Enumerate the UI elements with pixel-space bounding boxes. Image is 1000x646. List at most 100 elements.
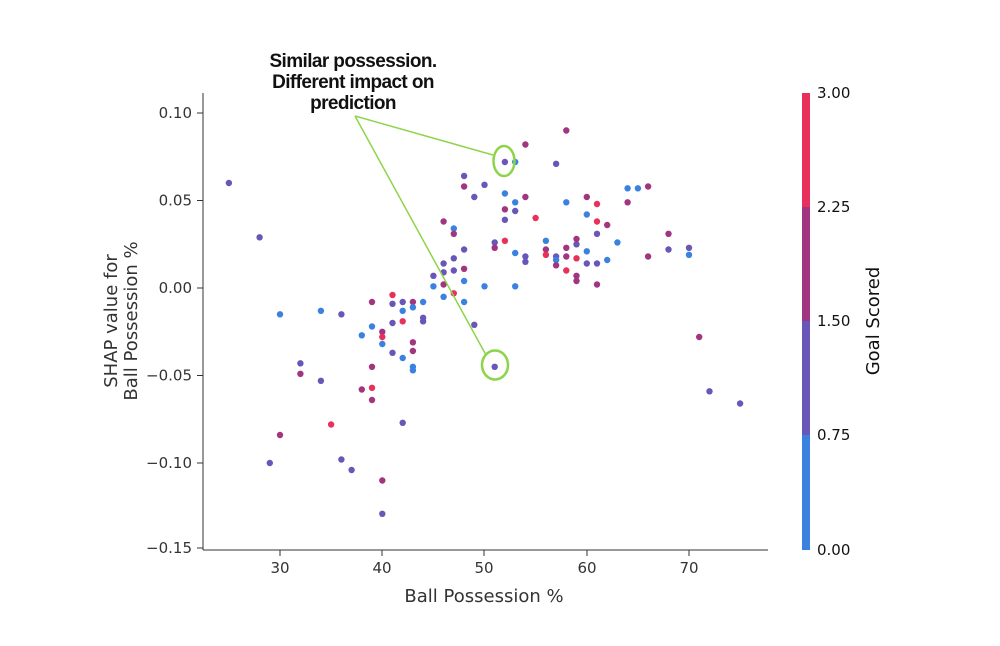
colorbar-segment: [802, 207, 810, 321]
y-tick-label: 0.10: [159, 104, 192, 122]
data-point: [665, 246, 672, 253]
data-point: [573, 272, 580, 279]
data-point: [634, 185, 642, 192]
data-point: [460, 277, 468, 285]
data-point: [532, 214, 539, 222]
x-tick-label: 40: [372, 559, 391, 577]
data-point: [368, 384, 376, 391]
data-point: [624, 199, 631, 206]
data-point: [450, 290, 457, 297]
data-point: [583, 248, 590, 255]
data-point: [460, 298, 468, 306]
data-point: [368, 298, 376, 306]
y-tick-label: −0.05: [146, 367, 192, 385]
data-point: [297, 360, 304, 367]
y-tick: −0.05: [146, 367, 203, 385]
data-point: [604, 256, 611, 264]
y-tick: 0.00: [159, 279, 203, 297]
data-point: [338, 311, 345, 318]
data-point: [276, 311, 284, 318]
data-point: [440, 260, 447, 267]
data-point: [563, 199, 570, 206]
data-point: [450, 230, 457, 237]
colorbar-tick-label: 0.00: [817, 541, 850, 559]
y-axis-title-line-2: Ball Possession %: [121, 241, 142, 400]
data-point: [358, 386, 365, 393]
data-point: [501, 206, 509, 213]
data-point: [460, 246, 468, 253]
colorbar-title: Goal Scored: [863, 267, 884, 376]
data-point: [389, 349, 396, 356]
data-point: [460, 172, 468, 180]
data-point: [409, 304, 417, 311]
data-point: [399, 419, 406, 426]
data-point: [593, 200, 601, 208]
data-point: [512, 207, 519, 215]
scatter-points: [225, 127, 744, 517]
data-point: [419, 318, 427, 325]
x-tick: 60: [577, 550, 597, 577]
y-tick-label: −0.10: [146, 454, 192, 472]
data-point: [522, 141, 529, 148]
y-tick: 0.05: [159, 192, 203, 210]
data-point: [450, 255, 457, 262]
x-tick-label: 60: [577, 559, 596, 577]
data-point: [266, 459, 273, 467]
y-tick: −0.10: [146, 454, 203, 472]
data-point: [368, 323, 376, 330]
data-point: [624, 185, 631, 192]
data-point: [460, 265, 468, 272]
data-point: [460, 183, 468, 190]
data-point: [440, 218, 447, 225]
data-point: [409, 339, 417, 346]
data-point: [399, 298, 406, 306]
data-point: [573, 255, 580, 262]
data-point: [685, 251, 693, 258]
annotation-circle-upper: [492, 144, 516, 178]
x-tick-label: 30: [270, 559, 289, 577]
colorbar-segment: [802, 93, 810, 207]
data-point: [522, 253, 529, 260]
data-point: [409, 298, 417, 306]
data-point: [327, 421, 335, 428]
data-point: [573, 241, 580, 248]
y-tick-label: −0.15: [146, 539, 192, 557]
colorbar-tick-label: 3.00: [817, 84, 850, 102]
data-point: [491, 239, 498, 246]
data-point: [542, 246, 550, 253]
data-point: [409, 347, 417, 355]
data-point: [501, 190, 509, 197]
data-point: [491, 363, 498, 370]
data-point: [501, 237, 509, 244]
x-tick: 50: [474, 550, 494, 577]
data-point: [440, 281, 447, 288]
data-point: [430, 272, 437, 279]
data-point: [573, 277, 580, 285]
annotation: Similar possession. Different impact on …: [269, 51, 516, 381]
data-point: [665, 230, 672, 237]
data-point: [481, 181, 488, 188]
data-point: [430, 283, 437, 290]
data-point: [542, 237, 550, 244]
data-point: [379, 333, 386, 341]
annotation-line-3: prediction: [310, 93, 396, 114]
x-tick: 70: [679, 550, 699, 577]
data-point: [348, 466, 355, 474]
x-tick: 40: [372, 550, 392, 577]
data-point: [317, 307, 325, 314]
annotation-arrow-upper: [354, 115, 494, 156]
data-point: [389, 291, 396, 299]
data-point: [419, 298, 427, 306]
data-point: [317, 377, 325, 384]
data-point: [563, 267, 570, 274]
data-point: [604, 221, 611, 229]
data-point: [389, 319, 396, 327]
data-point: [552, 256, 560, 264]
colorbar: 3.00 2.25 1.50 0.75 0.00 Goal Scored: [802, 84, 884, 559]
data-point: [644, 183, 652, 190]
data-point: [501, 216, 509, 223]
data-point: [542, 251, 550, 258]
data-point: [276, 431, 284, 439]
data-point: [409, 367, 417, 374]
